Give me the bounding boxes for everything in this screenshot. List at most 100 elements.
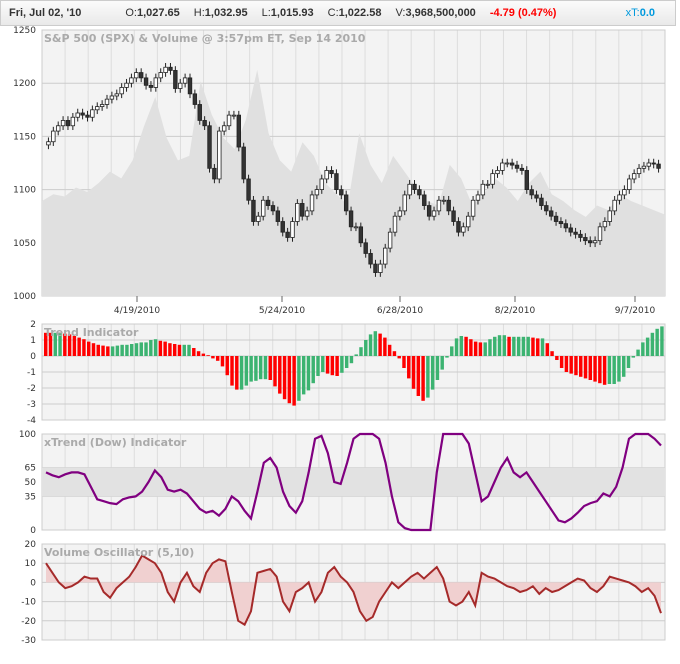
y-tick-label: 20 [25,540,37,550]
trend-bar [297,356,301,401]
candle-body [519,167,525,171]
trend-bar [278,356,282,394]
close-field: C:1,022.58 [328,7,382,19]
trend-bar [287,356,292,404]
candle-body [182,77,188,84]
trend-bar [402,356,406,368]
trend-bar [321,356,325,372]
x-tick-label: 8/2/2010 [495,306,536,316]
candle-body [295,203,300,222]
trend-bar [387,344,392,356]
trend-bar [497,335,502,356]
y-tick-label: -4 [27,416,36,426]
candle-body [392,215,398,233]
trend-bar [115,345,120,356]
low-value: 1,015.93 [270,7,314,19]
trend-bar [445,356,449,358]
candle-body [524,170,529,190]
trend-bar [488,339,492,356]
trend-bar [483,342,487,356]
candle-body [578,233,583,238]
trend-bar [201,353,206,356]
trend-bar [101,345,105,356]
open-field: O:1,027.65 [125,7,179,19]
candle-body [275,210,281,222]
candle-body [114,93,119,97]
candle-body [265,199,271,206]
candle-body [383,247,388,265]
candle-body [607,210,612,222]
candle-body [56,125,61,132]
trend-bar [211,356,215,359]
candle-body [95,106,100,111]
candle-body [612,199,617,212]
trend-bar [531,337,535,356]
y-tick-label: 0 [30,526,36,536]
volume-oscillator-title: Volume Oscillator (5,10) [44,546,194,559]
trend-bar [364,340,368,356]
candle-body [109,95,115,100]
trend-bar [349,356,354,364]
volume-area [42,69,665,297]
trend-bar [268,356,272,380]
trend-bar [58,332,62,356]
candle-body [358,226,364,244]
trend-bar [512,336,516,356]
trend-bar [340,356,344,373]
trend-bar [149,340,153,356]
y-tick-label: -1 [27,368,36,378]
candle-body [124,82,129,88]
candle-body [592,240,598,244]
trend-bar [440,356,444,370]
trend-bar [407,356,411,379]
volume-osc-line [45,554,662,627]
candle-body [70,116,76,127]
trend-bar [258,356,263,380]
low-label: L: [261,7,271,19]
candle-body [309,194,315,212]
trend-bar [378,333,382,356]
candle-body [148,84,154,88]
high-value: 1,032.95 [204,7,248,19]
candle-body [178,82,183,89]
trend-bar [177,344,182,356]
xtrend-indicator-title: xTrend (Dow) Indicator [44,436,187,449]
trend-bar [536,338,540,356]
candle-body [60,120,66,127]
trend-bar [282,356,287,400]
candle-body [651,162,656,165]
trend-bar [67,334,72,356]
trend-bar [182,344,186,356]
trend-bar [48,332,53,356]
y-tick-label: 50 [25,478,37,488]
trend-bar [622,356,626,377]
candle-body [329,170,334,175]
candle-body [466,215,471,228]
trend-bar [383,337,387,356]
y-tick-label: 100 [19,430,36,440]
low-field: L:1,015.93 [262,7,314,19]
high-field: H:1,032.95 [194,7,248,19]
y-tick-label: 1000 [13,292,36,302]
candle-body [192,93,198,105]
trend-bar [550,351,554,356]
candle-body [129,77,134,84]
candle-body [202,120,207,127]
candle-body [246,178,251,201]
trend-bar [602,356,607,385]
candle-body [324,170,329,180]
trend-bar [526,336,530,356]
candle-body [378,263,383,273]
candle-body [261,199,266,217]
candle-body [490,173,495,185]
candle-body [485,183,490,186]
y-tick-label: 1050 [13,239,36,249]
candle-body [163,66,168,73]
volume-label: V: [395,7,406,19]
trend-bar [617,356,621,382]
trend-bar [454,338,459,356]
candle-body [231,114,237,117]
trend-bar [106,346,110,356]
